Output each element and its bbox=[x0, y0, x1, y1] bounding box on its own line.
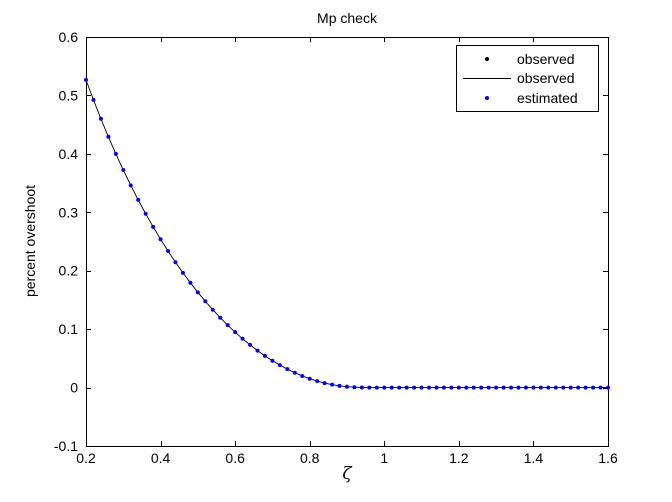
legend: observed observed estimated bbox=[456, 45, 599, 112]
estimated-points bbox=[84, 77, 610, 390]
x-tick-label: 0.2 bbox=[76, 450, 96, 466]
legend-item: observed bbox=[457, 69, 598, 88]
legend-label: observed bbox=[517, 70, 575, 87]
x-tick-label: 0.4 bbox=[151, 450, 171, 466]
observed-line bbox=[85, 79, 608, 389]
x-tick-label: 1.6 bbox=[598, 450, 618, 466]
y-tick-label: -0.1 bbox=[54, 438, 78, 454]
legend-label: observed bbox=[517, 50, 575, 67]
legend-item: estimated bbox=[457, 89, 598, 108]
x-axis-label: ζ bbox=[342, 464, 352, 484]
y-tick-label: 0.2 bbox=[59, 263, 79, 279]
line-marker-icon bbox=[457, 77, 517, 79]
y-tick-label: 0.1 bbox=[59, 321, 79, 337]
y-tick-label: 0.3 bbox=[59, 204, 79, 220]
legend-item: observed bbox=[457, 49, 598, 68]
observed-points bbox=[84, 78, 610, 389]
dot-marker-icon bbox=[457, 96, 517, 101]
x-tick-label: 1.4 bbox=[524, 450, 544, 466]
x-tick-label: 1.2 bbox=[449, 450, 469, 466]
y-tick-label: 0.4 bbox=[59, 146, 79, 162]
legend-label: estimated bbox=[517, 90, 578, 107]
axes-box bbox=[86, 37, 609, 447]
x-tick-label: 0.6 bbox=[225, 450, 245, 466]
chart-title: Mp check bbox=[317, 10, 377, 26]
tick-labels: 0.2 0.4 0.6 0.8 1 1.2 1.4 1.6 -0.1 0 0.1 0.2 0.3 0.4 0… bbox=[54, 29, 618, 466]
dot-marker-icon bbox=[457, 56, 517, 61]
y-tick-label: 0.6 bbox=[59, 29, 79, 45]
x-tick-label: 0.8 bbox=[300, 450, 320, 466]
y-tick-label: 0.5 bbox=[59, 87, 79, 103]
y-tick-label: 0 bbox=[70, 380, 78, 396]
axis-ticks bbox=[86, 37, 609, 447]
x-tick-label: 1 bbox=[380, 450, 388, 466]
